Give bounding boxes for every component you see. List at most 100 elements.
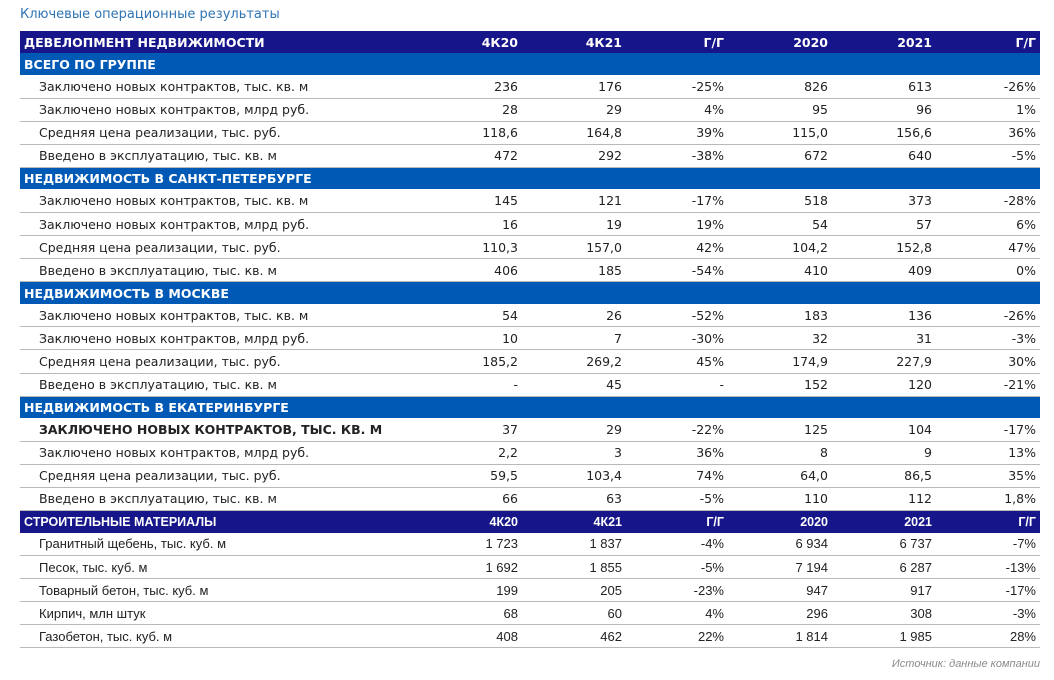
row-label: Заключено новых контрактов, млрд руб. xyxy=(20,441,416,465)
table-row: Заключено новых контрактов, млрд руб. 16 1… xyxy=(20,212,1040,237)
row-label: Введено в эксплуатацию, тыс. кв. м xyxy=(20,487,416,512)
row-label: Заключено новых контрактов, тыс. кв. м xyxy=(20,189,416,213)
cell-value: 28% xyxy=(936,624,1040,649)
cell-value: 145 xyxy=(416,189,522,213)
table-row: Введено в эксплуатацию, тыс. кв. м 406 185… xyxy=(20,258,1040,283)
cell-value: 45% xyxy=(626,349,728,374)
row-label: Заключено новых контрактов, млрд руб. xyxy=(20,98,416,122)
cell-value: 917 xyxy=(832,578,936,603)
cell-value: 1 723 xyxy=(416,532,522,557)
cell-value: -22% xyxy=(626,418,728,442)
cell-value: -3% xyxy=(936,326,1040,351)
table-header-row: ДЕВЕЛОПМЕНТ НЕДВИЖИМОСТИ 4К20 4К21 Г/Г 2020 2… xyxy=(20,31,1040,53)
cell-value: 63 xyxy=(522,487,626,512)
cell-value: 31 xyxy=(832,326,936,351)
cell-value: 0% xyxy=(936,258,1040,283)
cell-value: 104 xyxy=(832,418,936,442)
cell-value: 68 xyxy=(416,601,522,626)
cell-value: 45 xyxy=(522,373,626,397)
cell-value: 54 xyxy=(416,303,522,328)
cell-value: 3 xyxy=(522,441,626,465)
section-row: НЕДВИЖИМОСТЬ В МОСКВЕ xyxy=(20,281,1040,304)
cell-value: 156,6 xyxy=(832,121,936,145)
cell-value: 409 xyxy=(832,258,936,283)
cell-value: 110,3 xyxy=(416,235,522,260)
section-cell xyxy=(416,167,522,190)
cell-value: 462 xyxy=(522,624,626,649)
section-cell xyxy=(522,396,626,419)
table-row: Заключено новых контрактов, млрд руб. 10 7… xyxy=(20,326,1040,351)
cell-value: 4% xyxy=(626,601,728,626)
cell-value: 29 xyxy=(522,418,626,442)
cell-value: 121 xyxy=(522,189,626,213)
cell-value: -5% xyxy=(626,487,728,512)
column-header: 4К21 xyxy=(522,510,626,533)
cell-value: 152,8 xyxy=(832,235,936,260)
cell-value: 28 xyxy=(416,98,522,122)
cell-value: 74% xyxy=(626,464,728,488)
cell-value: 29 xyxy=(522,98,626,122)
section-cell xyxy=(416,53,522,75)
cell-value: -26% xyxy=(936,75,1040,99)
cell-value: 13% xyxy=(936,441,1040,465)
cell-value: 136 xyxy=(832,303,936,328)
cell-value: 6 737 xyxy=(832,532,936,557)
cell-value: 640 xyxy=(832,144,936,168)
cell-value: 1 855 xyxy=(522,555,626,580)
cell-value: 227,9 xyxy=(832,349,936,374)
section-cell xyxy=(416,396,522,419)
cell-value: 947 xyxy=(728,578,832,603)
row-label: Введено в эксплуатацию, тыс. кв. м xyxy=(20,258,416,283)
cell-value: 518 xyxy=(728,189,832,213)
cell-value: 308 xyxy=(832,601,936,626)
cell-value: 176 xyxy=(522,75,626,99)
cell-value: 36% xyxy=(626,441,728,465)
cell-value: -38% xyxy=(626,144,728,168)
cell-value: 8 xyxy=(728,441,832,465)
cell-value: 35% xyxy=(936,464,1040,488)
cell-value: 6 287 xyxy=(832,555,936,580)
table-row: Заключено новых контрактов, тыс. кв. м 14… xyxy=(20,189,1040,213)
column-header: 4К20 xyxy=(416,510,522,533)
cell-value: 152 xyxy=(728,373,832,397)
cell-value: 6% xyxy=(936,212,1040,237)
cell-value: 26 xyxy=(522,303,626,328)
table-row: Кирпич, млн штук 68 60 4% 296 308 -3% xyxy=(20,601,1040,626)
cell-value: 120 xyxy=(832,373,936,397)
cell-value: 410 xyxy=(728,258,832,283)
cell-value: 54 xyxy=(728,212,832,237)
cell-value: 39% xyxy=(626,121,728,145)
cell-value: 10 xyxy=(416,326,522,351)
row-label: Средняя цена реализации, тыс. руб. xyxy=(20,349,416,374)
cell-value: 826 xyxy=(728,75,832,99)
table-row: Заключено новых контрактов, тыс. кв. м 23… xyxy=(20,75,1040,99)
cell-value: 42% xyxy=(626,235,728,260)
table-row: Заключено новых контрактов, тыс. кв. м 54… xyxy=(20,303,1040,328)
cell-value: 1 692 xyxy=(416,555,522,580)
cell-value: 7 xyxy=(522,326,626,351)
cell-value: -7% xyxy=(936,532,1040,557)
row-label: Средняя цена реализации, тыс. руб. xyxy=(20,464,416,488)
cell-value: 19 xyxy=(522,212,626,237)
cell-value: 1 985 xyxy=(832,624,936,649)
cell-value: 269,2 xyxy=(522,349,626,374)
column-header: Г/Г xyxy=(936,510,1040,533)
cell-value: 1% xyxy=(936,98,1040,122)
table-row: Средняя цена реализации, тыс. руб. 185,2 2… xyxy=(20,349,1040,374)
table-row: Заключено новых контрактов, млрд руб. 28 2… xyxy=(20,98,1040,122)
table-row: Газобетон, тыс. куб. м 408 462 22% 1 814 1 98… xyxy=(20,624,1040,649)
column-header: Г/Г xyxy=(626,510,728,533)
section-cell xyxy=(832,281,936,304)
row-label: Газобетон, тыс. куб. м xyxy=(20,624,416,649)
section-cell xyxy=(626,281,728,304)
cell-value: 672 xyxy=(728,144,832,168)
section-cell xyxy=(936,281,1040,304)
cell-value: 408 xyxy=(416,624,522,649)
row-label: Заключено новых контрактов, млрд руб. xyxy=(20,326,416,351)
cell-value: -54% xyxy=(626,258,728,283)
table-row: Средняя цена реализации, тыс. руб. 59,5 10… xyxy=(20,464,1040,488)
cell-value: 1 814 xyxy=(728,624,832,649)
cell-value: 104,2 xyxy=(728,235,832,260)
cell-value: 32 xyxy=(728,326,832,351)
cell-value: 118,6 xyxy=(416,121,522,145)
